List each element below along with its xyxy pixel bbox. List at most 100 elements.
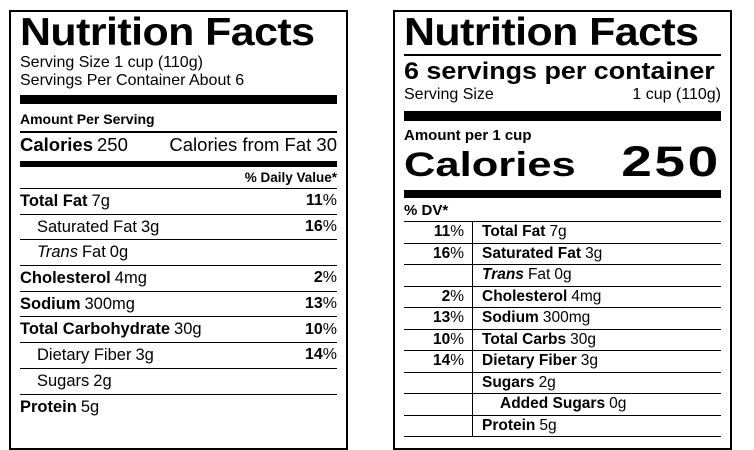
- nutrient-amount: 0g: [554, 266, 572, 284]
- daily-value-percent: 11%: [404, 222, 473, 243]
- label-title: Nutrition Facts: [20, 11, 315, 54]
- nutrient-row: Total Fat 7g 11%: [20, 189, 337, 215]
- daily-value-percent: [404, 394, 473, 415]
- calories-value: 250: [621, 137, 721, 186]
- nutrient-name: Cholesterol 4mg: [20, 268, 147, 287]
- nutrient-name: Total Fat 7g: [20, 191, 110, 210]
- nutrient-amount: 0g: [109, 243, 129, 262]
- nutrient-row: Dietary Fiber 3g 14%: [20, 343, 337, 369]
- nutrient-row: 11% Total Fat 7g: [404, 222, 721, 244]
- nutrient-amount: 3g: [140, 217, 160, 236]
- daily-value-percent: 2%: [313, 269, 337, 287]
- nutrient-name: Trans Fat 0g: [37, 243, 129, 262]
- daily-value-percent: 16%: [304, 218, 337, 236]
- servings-per-container-line: Servings Per Container About 6: [20, 71, 245, 89]
- nutrient-name: Sugars 2g: [37, 371, 112, 390]
- nutrient-row: Sugars 2g: [20, 369, 337, 395]
- separator-bar: [20, 160, 337, 167]
- daily-value-heading: % Daily Value*: [244, 169, 337, 185]
- daily-value-percent: 14%: [304, 346, 337, 364]
- separator-bar: [404, 189, 721, 198]
- daily-value-percent: 14%: [404, 351, 473, 372]
- serving-size-row: Serving Size 1 cup (110g): [404, 86, 721, 104]
- amount-per-serving-heading: Amount Per Serving: [20, 111, 155, 127]
- nutrient-amount: 5g: [539, 416, 557, 434]
- rule: [20, 187, 337, 189]
- calories-value: 250: [97, 134, 128, 155]
- label-title: Nutrition Facts: [404, 11, 699, 54]
- nutrient-row: 10% Total Carbs 30g: [404, 329, 721, 351]
- nutrient-row: 13% Sodium 300mg: [404, 308, 721, 330]
- nutrient-row: Protein 5g: [20, 395, 337, 421]
- daily-value-percent: 13%: [404, 308, 473, 329]
- nutrient-name: Saturated Fat 3g: [37, 217, 160, 236]
- amount-per-serving-heading: Amount per 1 cup: [404, 126, 532, 144]
- nutrient-row: 14% Dietary Fiber 3g: [404, 351, 721, 373]
- servings-per-container-line: 6 servings per container: [404, 57, 715, 85]
- daily-value-percent: 2%: [404, 286, 473, 307]
- daily-value-percent: [404, 372, 473, 393]
- daily-value-percent: [404, 415, 473, 436]
- nutrient-row: 16% Saturated Fat 3g: [404, 243, 721, 265]
- rule: [404, 220, 721, 222]
- nutrient-row: Sodium 300mg 13%: [20, 292, 337, 318]
- daily-value-percent: 10%: [304, 320, 337, 338]
- nutrient-amount: 3g: [585, 244, 603, 262]
- nutrient-name: Dietary Fiber 3g: [482, 352, 599, 370]
- serving-size-line: Serving Size 1 cup (110g): [20, 54, 203, 71]
- nutrient-amount: 30g: [570, 330, 596, 348]
- nutrient-row: Cholesterol 4mg 2%: [20, 266, 337, 292]
- nutrient-name: Total Carbs 30g: [482, 330, 596, 348]
- nutrient-amount: 4mg: [571, 287, 602, 305]
- nutrient-amount: 30g: [174, 320, 202, 339]
- rule: [20, 131, 337, 133]
- nutrition-label-updated: Nutrition Facts 6 servings per container…: [393, 10, 732, 450]
- nutrient-row: Added Sugars 0g: [404, 394, 721, 416]
- nutrient-row: Sugars 2g: [404, 372, 721, 394]
- separator-bar: [404, 110, 721, 121]
- nutrient-row: Trans Fat 0g: [404, 265, 721, 287]
- rule: [404, 54, 721, 56]
- nutrient-name: Total Carbohydrate 30g: [20, 320, 202, 339]
- nutrient-amount: 300mg: [542, 309, 591, 327]
- nutrient-row: Total Carbohydrate 30g 10%: [20, 317, 337, 344]
- serving-size-value: 1 cup (110g): [632, 85, 721, 103]
- calories-from-fat: Calories from Fat 30: [169, 134, 337, 155]
- nutrient-row: Protein 5g: [404, 415, 721, 437]
- nutrient-row: Trans Fat 0g: [20, 240, 337, 267]
- nutrient-amount: 3g: [135, 345, 154, 364]
- nutrient-name: Cholesterol 4mg: [482, 287, 602, 305]
- nutrient-name: Protein 5g: [20, 397, 100, 416]
- nutrient-name: Total Fat 7g: [482, 223, 567, 241]
- nutrient-name: Sodium 300mg: [482, 309, 591, 327]
- daily-value-percent: [404, 265, 473, 286]
- serving-size-label: Serving Size: [404, 85, 494, 103]
- daily-value-percent: 11%: [305, 192, 337, 210]
- calories-label: Calories: [404, 145, 576, 184]
- nutrition-label-classic: Nutrition Facts Serving Size 1 cup (110g…: [9, 10, 348, 450]
- daily-value-percent: 10%: [404, 329, 473, 350]
- nutrient-amount: 3g: [580, 352, 599, 370]
- nutrient-name: Sodium 300mg: [20, 294, 135, 313]
- nutrient-row: Saturated Fat 3g 16%: [20, 215, 337, 241]
- nutrient-name: Added Sugars 0g: [500, 395, 627, 413]
- nutrient-amount: 5g: [80, 397, 100, 416]
- calories-row: Calories 250: [404, 137, 721, 186]
- nutrient-amount: 7g: [91, 191, 110, 210]
- nutrient-amount: 4mg: [114, 268, 147, 287]
- nutrient-amount: 0g: [609, 395, 627, 413]
- daily-value-heading: % DV*: [404, 201, 449, 219]
- daily-value-percent: 13%: [304, 295, 337, 313]
- nutrient-name: Dietary Fiber 3g: [37, 345, 154, 364]
- calories-label: Calories 250: [20, 134, 128, 155]
- nutrient-name: Sugars 2g: [482, 373, 556, 391]
- nutrient-name: Saturated Fat 3g: [482, 244, 603, 262]
- daily-value-percent: 16%: [404, 243, 473, 264]
- separator-bar: [20, 95, 337, 104]
- nutrient-amount: 2g: [93, 371, 112, 390]
- nutrient-name: Protein 5g: [482, 416, 557, 434]
- nutrient-amount: 7g: [549, 223, 567, 241]
- calories-row: Calories 250 Calories from Fat 30: [20, 133, 337, 158]
- nutrient-amount: 2g: [538, 373, 556, 391]
- nutrient-name: Trans Fat 0g: [482, 266, 572, 284]
